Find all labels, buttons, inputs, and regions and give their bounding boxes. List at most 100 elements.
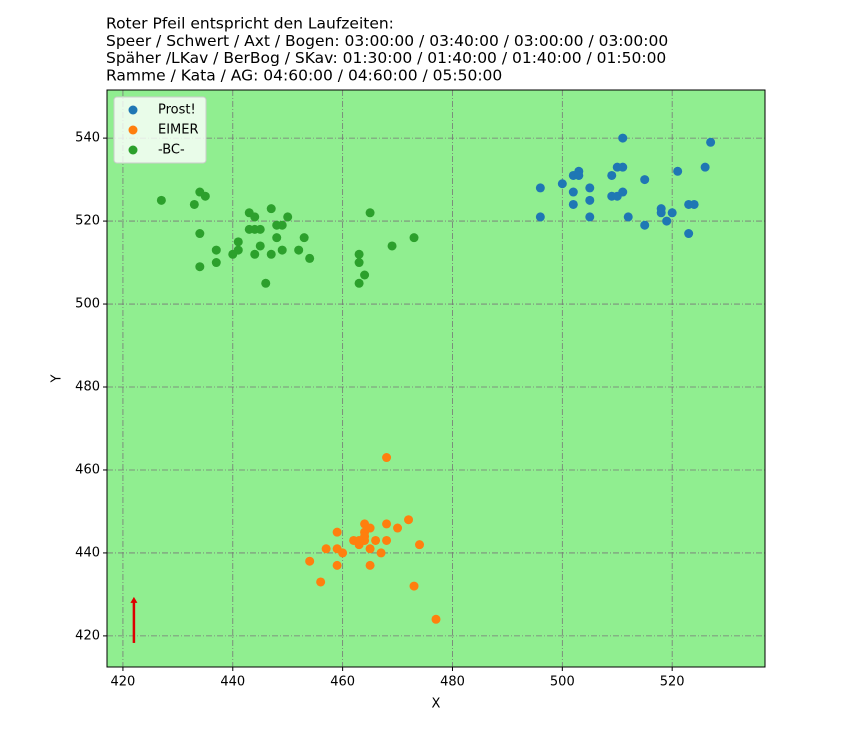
point xyxy=(261,278,271,288)
point xyxy=(354,278,364,288)
legend-label: EIMER xyxy=(158,123,199,138)
point xyxy=(382,453,392,463)
point xyxy=(332,560,342,570)
point xyxy=(316,577,326,587)
point xyxy=(431,614,441,624)
point xyxy=(233,245,243,255)
point xyxy=(354,249,364,259)
point xyxy=(662,216,672,226)
point xyxy=(656,208,666,218)
x-tick-label: 480 xyxy=(440,675,465,690)
point xyxy=(667,208,677,218)
x-tick-label: 500 xyxy=(550,675,575,690)
point xyxy=(640,175,650,185)
point xyxy=(365,208,375,218)
point xyxy=(305,556,315,566)
point xyxy=(305,253,315,263)
chart-title: Ramme / Kata / AG: 04:60:00 / 04:60:00 /… xyxy=(106,66,502,84)
point xyxy=(623,212,633,222)
point xyxy=(354,258,364,268)
point xyxy=(618,162,628,172)
point xyxy=(409,233,419,243)
point xyxy=(568,187,578,197)
point xyxy=(211,258,221,268)
point xyxy=(535,212,545,222)
point xyxy=(200,191,210,201)
x-axis-label: X xyxy=(432,697,441,712)
point xyxy=(387,241,397,251)
legend-label: -BC- xyxy=(158,143,185,158)
y-tick-label: 480 xyxy=(75,380,100,395)
y-tick-label: 460 xyxy=(75,462,100,477)
point xyxy=(585,212,595,222)
x-tick-label: 420 xyxy=(111,675,136,690)
legend-label: Prost! xyxy=(158,103,196,118)
arrow-head xyxy=(130,596,138,603)
point xyxy=(332,527,342,537)
legend-box xyxy=(113,96,207,164)
point xyxy=(277,220,287,230)
plot-area xyxy=(107,90,765,667)
chart-title: Speer / Schwert / Axt / Bogen: 03:00:00 … xyxy=(106,32,668,50)
point xyxy=(365,544,375,554)
x-tick-label: 460 xyxy=(330,675,355,690)
point xyxy=(585,195,595,205)
point xyxy=(266,249,276,259)
point xyxy=(272,233,282,243)
point xyxy=(360,270,370,280)
y-tick-label: 440 xyxy=(75,545,100,560)
point xyxy=(706,137,716,147)
point xyxy=(189,199,199,209)
point xyxy=(233,237,243,247)
point xyxy=(156,195,166,205)
point xyxy=(283,212,293,222)
y-tick-label: 540 xyxy=(75,131,100,146)
point xyxy=(382,519,392,529)
point xyxy=(618,133,628,143)
point xyxy=(299,233,309,243)
point xyxy=(574,170,584,180)
point xyxy=(618,187,628,197)
legend-marker xyxy=(128,145,138,155)
point xyxy=(195,229,205,239)
point xyxy=(415,540,425,550)
y-tick-label: 500 xyxy=(75,297,100,312)
x-tick-label: 440 xyxy=(220,675,245,690)
point xyxy=(689,199,699,209)
point xyxy=(409,581,419,591)
point xyxy=(250,249,260,259)
point xyxy=(673,166,683,176)
point xyxy=(640,220,650,230)
point xyxy=(382,535,392,545)
point xyxy=(365,523,375,533)
y-axis-label: Y xyxy=(50,374,65,383)
point xyxy=(585,183,595,193)
point xyxy=(354,535,364,545)
point xyxy=(557,179,567,189)
y-tick-label: 520 xyxy=(75,214,100,229)
x-tick-label: 520 xyxy=(660,675,685,690)
point xyxy=(700,162,710,172)
point xyxy=(211,245,221,255)
point xyxy=(277,245,287,255)
point xyxy=(365,560,375,570)
point xyxy=(535,183,545,193)
point xyxy=(266,204,276,214)
point xyxy=(250,212,260,222)
point xyxy=(393,523,403,533)
plot-frame xyxy=(106,89,766,668)
point xyxy=(684,229,694,239)
point xyxy=(568,199,578,209)
chart-title: Späher /LKav / BerBog / SKav: 01:30:00 /… xyxy=(106,49,666,67)
legend: Prost! EIMER -BC- xyxy=(113,96,207,164)
point xyxy=(294,245,304,255)
y-tick-label: 420 xyxy=(75,628,100,643)
point xyxy=(255,224,265,234)
point xyxy=(607,170,617,180)
point xyxy=(195,262,205,272)
chart-title: Roter Pfeil entspricht den Laufzeiten: xyxy=(106,15,394,33)
arrow xyxy=(130,596,138,643)
point xyxy=(338,548,348,558)
legend-marker xyxy=(128,125,138,135)
